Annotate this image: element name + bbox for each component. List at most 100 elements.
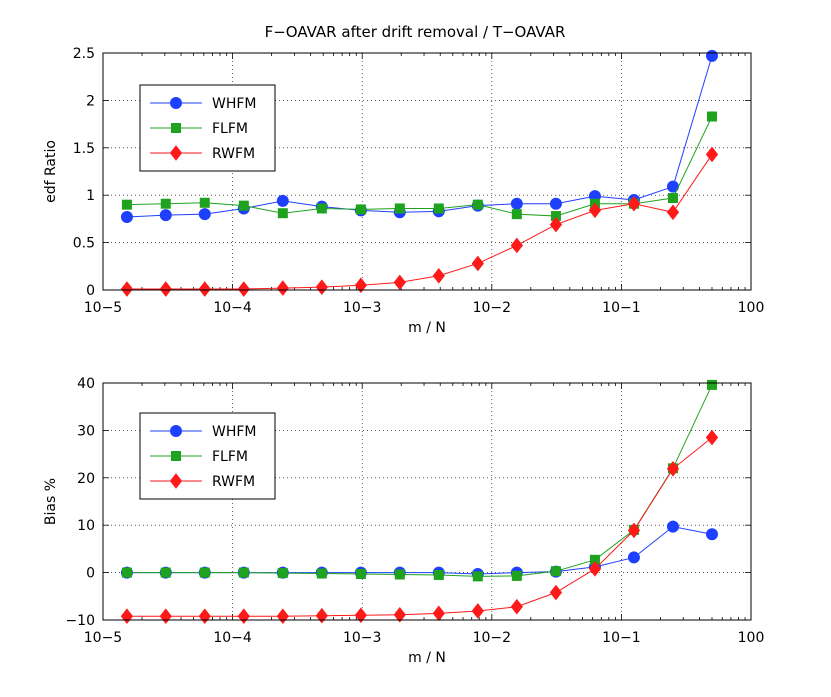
data-point xyxy=(667,193,678,204)
x-tick-label: 10−4 xyxy=(213,630,252,646)
data-point xyxy=(393,274,406,291)
x-tick-label: 10−5 xyxy=(84,630,122,646)
y-tick-label: 1.5 xyxy=(73,141,95,157)
data-point xyxy=(354,277,368,294)
y-tick-label: 2 xyxy=(86,93,95,109)
data-point xyxy=(120,281,134,297)
data-point xyxy=(706,379,717,390)
data-point xyxy=(199,567,210,578)
data-point xyxy=(510,197,523,210)
y-tick-label: 30 xyxy=(77,423,95,439)
legend-marker xyxy=(171,451,181,461)
data-point xyxy=(588,560,602,577)
y-tick-label: 0.5 xyxy=(73,236,95,252)
x-tick-label: 100 xyxy=(738,300,765,316)
series-rwfm xyxy=(120,146,719,297)
data-point xyxy=(354,607,368,624)
data-point xyxy=(277,568,288,579)
data-point xyxy=(159,281,172,297)
legend-marker xyxy=(169,145,183,161)
legend-marker xyxy=(171,123,181,133)
data-point xyxy=(355,204,366,215)
data-point xyxy=(433,569,444,580)
x-axis-label: m / N xyxy=(408,320,446,336)
data-point xyxy=(666,520,679,533)
series-flfm xyxy=(121,379,717,582)
data-point xyxy=(550,566,561,577)
legend-marker xyxy=(170,97,182,109)
data-point xyxy=(627,522,641,539)
axes-frame xyxy=(102,52,752,291)
data-point xyxy=(705,429,719,446)
data-point xyxy=(666,204,680,221)
data-point xyxy=(472,571,483,582)
x-tick-label: 10−1 xyxy=(602,300,640,316)
y-tick-label: 10 xyxy=(77,518,95,534)
data-point xyxy=(549,197,562,210)
y-tick-label: 20 xyxy=(77,471,95,487)
data-point xyxy=(393,606,406,623)
series-line xyxy=(126,55,713,218)
y-tick-label: 0 xyxy=(86,283,95,299)
x-tick-label: 100 xyxy=(738,630,765,646)
legend-label: RWFM xyxy=(212,474,255,490)
x-tick-label: 10−3 xyxy=(343,300,381,316)
series-line xyxy=(126,437,713,617)
legend-label: WHFM xyxy=(212,96,257,112)
data-point xyxy=(316,568,327,579)
data-point xyxy=(471,255,484,272)
data-point xyxy=(705,146,719,163)
data-point xyxy=(120,211,133,224)
data-point xyxy=(706,111,717,122)
x-tick-label: 10−4 xyxy=(213,300,252,316)
data-point xyxy=(511,570,522,581)
data-point xyxy=(121,567,132,578)
data-point xyxy=(238,567,249,578)
axes-frame xyxy=(102,382,752,621)
data-point xyxy=(510,598,523,615)
x-tick-label: 10−1 xyxy=(602,630,640,646)
legend: WHFM FLFM RWFM xyxy=(139,84,276,172)
y-tick-label: 2.5 xyxy=(73,46,95,62)
data-point xyxy=(588,202,602,219)
data-point xyxy=(666,460,680,477)
data-point xyxy=(121,199,132,210)
data-point xyxy=(160,567,171,578)
y-axis-label: Bias % xyxy=(43,478,59,525)
legend: WHFM FLFM RWFM xyxy=(139,412,276,500)
legend-label: WHFM xyxy=(212,424,257,440)
data-point xyxy=(705,528,718,541)
data-point xyxy=(198,281,211,297)
y-tick-label: −10 xyxy=(65,613,95,629)
figure-title: F−OAVAR after drift removal / T−OAVAR xyxy=(265,23,566,41)
data-point xyxy=(276,194,289,207)
series-flfm xyxy=(121,111,717,222)
data-point xyxy=(355,569,366,580)
data-point xyxy=(627,195,641,212)
y-tick-label: 1 xyxy=(86,188,95,204)
x-axis-label: m / N xyxy=(408,650,446,666)
legend-label: FLFM xyxy=(212,449,248,465)
data-point xyxy=(471,603,484,619)
data-point xyxy=(549,216,563,233)
series-line xyxy=(126,154,713,290)
data-point xyxy=(160,198,171,209)
data-point xyxy=(159,209,172,222)
x-tick-label: 10−3 xyxy=(343,630,381,646)
y-axis-label: edf Ratio xyxy=(43,140,59,203)
data-point xyxy=(510,237,523,254)
data-point xyxy=(394,569,405,580)
y-tick-label: 0 xyxy=(86,566,95,582)
y-tick-label: 40 xyxy=(77,376,95,392)
data-point xyxy=(198,208,211,221)
series-line xyxy=(126,116,713,217)
data-point xyxy=(315,607,328,624)
data-point xyxy=(315,279,328,295)
chart-panel-1: 10−5 10−4 10−3 10−2 10−1 100 0 0.5 1 1.5 2 2.5 m / N… xyxy=(43,46,764,336)
data-point xyxy=(705,49,718,62)
legend-label: RWFM xyxy=(212,146,255,162)
chart-panel-2: 10−5 10−4 10−3 10−2 10−1 100 −10 0 10 20 30 40 m / N… xyxy=(43,376,764,666)
legend-marker xyxy=(170,425,182,437)
